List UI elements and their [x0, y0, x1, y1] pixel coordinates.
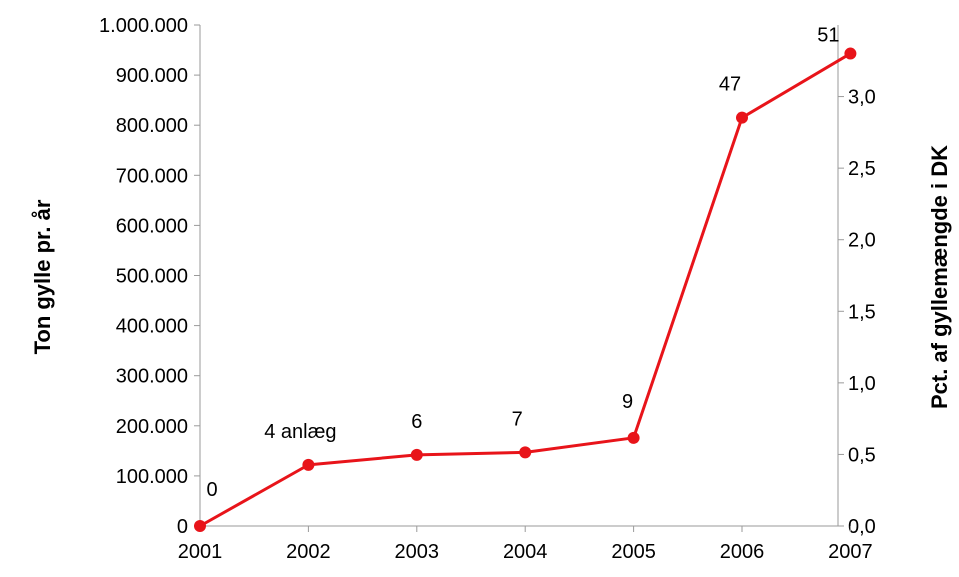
series-group [194, 47, 857, 532]
left-tick-label: 700.000 [116, 165, 188, 187]
left-tick-label: 300.000 [116, 366, 188, 388]
data-point [410, 448, 423, 461]
data-point [736, 111, 748, 124]
right-tick-label: 2,5 [848, 158, 876, 180]
right-tick-label: 2,0 [848, 230, 876, 252]
left-tick-label: 500.000 [116, 266, 188, 288]
right-tick-label: 3,0 [848, 87, 876, 109]
y2-axis-title: Pct. af gyllemængde i DK [927, 145, 952, 409]
data-point [519, 446, 532, 459]
data-label: 47 [719, 74, 741, 96]
x-tick-label: 2007 [828, 541, 873, 563]
data-label: 0 [206, 479, 217, 501]
right-tick-label: 0,5 [848, 444, 876, 466]
data-label: 7 [512, 408, 523, 430]
data-label: 6 [411, 411, 422, 433]
right-tick-label: 0,0 [848, 516, 876, 538]
data-point [302, 458, 315, 471]
x-tick-label: 2005 [611, 541, 656, 563]
left-axis-ticks: 0 100.000 200.000 300.000 400.000 500.000 600.… [99, 15, 200, 538]
data-labels: 0 4 anlæg 6 7 9 47 51 [206, 25, 839, 501]
left-tick-label: 200.000 [116, 416, 188, 438]
left-tick-label: 800.000 [116, 115, 188, 137]
left-tick-label: 900.000 [116, 65, 188, 87]
data-label: 51 [817, 25, 839, 47]
x-tick-label: 2003 [395, 541, 440, 563]
right-axis-ticks: 0,0 0,5 1,0 1,5 2,0 2,5 3,0 [838, 87, 876, 538]
right-tick-label: 1,5 [848, 301, 876, 323]
data-label: 9 [622, 391, 633, 413]
left-tick-label: 1.000.000 [99, 15, 188, 37]
y-axis-title: Ton gylle pr. år [30, 199, 55, 354]
left-tick-label: 600.000 [116, 215, 188, 237]
left-tick-label: 0 [177, 516, 188, 538]
x-tick-label: 2006 [720, 541, 765, 563]
axes [199, 25, 839, 527]
right-tick-label: 1,0 [848, 373, 876, 395]
data-point [627, 431, 640, 444]
x-tick-label: 2002 [286, 541, 331, 563]
x-tick-label: 2004 [503, 541, 548, 563]
left-tick-label: 400.000 [116, 316, 188, 338]
data-label: 4 anlæg [264, 421, 336, 443]
data-point [844, 47, 857, 60]
x-tick-label: 2001 [178, 541, 223, 563]
left-tick-label: 100.000 [116, 466, 188, 488]
data-point [194, 520, 206, 532]
x-axis-ticks: 2001 2002 2003 2004 2005 2006 2007 [178, 526, 873, 563]
